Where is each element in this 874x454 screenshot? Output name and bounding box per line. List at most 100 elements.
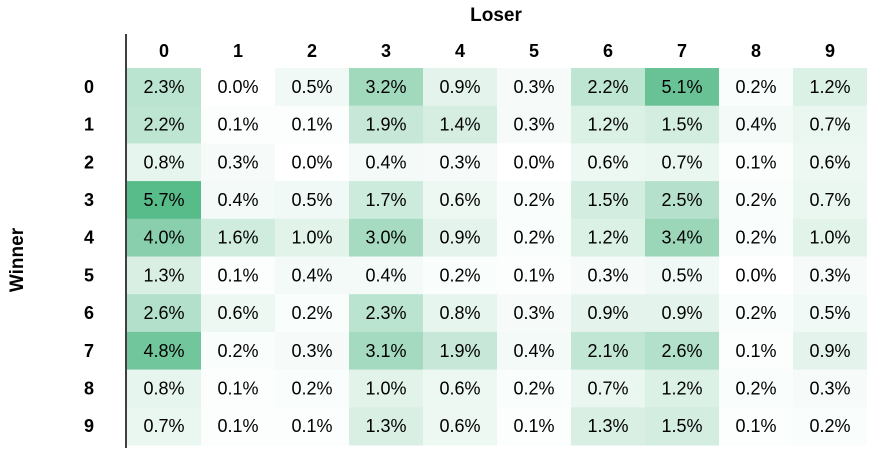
cell-value-label: 1.9% <box>365 115 406 135</box>
cell-value-label: 0.0% <box>735 265 776 285</box>
x-tick-label: 5 <box>529 41 539 61</box>
cell-value-label: 0.4% <box>513 341 554 361</box>
heatmap-cell <box>719 407 793 446</box>
cell-value-label: 0.2% <box>735 228 776 248</box>
x-tick-label: 9 <box>825 41 835 61</box>
heatmap-cell <box>645 294 719 333</box>
heatmap-cell <box>275 181 349 220</box>
heatmap-cell <box>497 256 571 295</box>
cell-value-label: 0.3% <box>513 115 554 135</box>
heatmap-cell <box>719 105 793 144</box>
heatmap-cell <box>349 369 423 408</box>
heatmap-cell <box>645 369 719 408</box>
heatmap-cell <box>423 68 497 107</box>
cell-value-label: 3.4% <box>661 228 702 248</box>
heatmap-cell <box>571 218 645 257</box>
heatmap-cell <box>423 143 497 182</box>
cell-value-label: 0.2% <box>735 303 776 323</box>
heatmap-cell <box>349 181 423 220</box>
x-tick-label: 3 <box>381 41 391 61</box>
cell-value-label: 0.7% <box>661 152 702 172</box>
heatmap-cell <box>275 294 349 333</box>
cell-value-label: 2.6% <box>143 303 184 323</box>
cell-value-label: 0.3% <box>217 152 258 172</box>
cell-value-label: 0.5% <box>291 190 332 210</box>
y-tick-labels: 0 1 2 3 4 5 6 7 8 9 <box>84 77 94 436</box>
cell-value-label: 0.2% <box>291 303 332 323</box>
cell-value-label: 1.2% <box>661 378 702 398</box>
y-tick-label: 2 <box>84 152 94 172</box>
heatmap-cell <box>349 407 423 446</box>
heatmap-cell <box>201 218 275 257</box>
cell-value-label: 0.9% <box>661 303 702 323</box>
y-tick-label: 7 <box>84 341 94 361</box>
cell-value-label: 1.5% <box>587 190 628 210</box>
heatmap-cell <box>349 68 423 107</box>
heatmap-cell <box>497 105 571 144</box>
cell-value-label: 2.3% <box>143 77 184 97</box>
x-tick-label: 8 <box>751 41 761 61</box>
heatmap-cell <box>497 407 571 446</box>
heatmap-cell <box>793 105 867 144</box>
x-tick-label: 7 <box>677 41 687 61</box>
heatmap-cell <box>719 294 793 333</box>
heatmap-cells: 2.3% 0.0% 0.5% 3.2% 0.9% 0.3% 2.2% 5.1% 0.2% 1.2%… <box>127 68 867 446</box>
cell-value-label: 0.5% <box>661 265 702 285</box>
cell-value-label: 2.2% <box>143 115 184 135</box>
cell-value-label: 0.2% <box>291 378 332 398</box>
cell-value-label: 1.3% <box>143 265 184 285</box>
heatmap-cell <box>793 331 867 371</box>
cell-value-label: 0.3% <box>587 265 628 285</box>
cell-value-label: 0.2% <box>513 378 554 398</box>
heatmap-cell <box>275 105 349 144</box>
cell-value-label: 0.8% <box>143 378 184 398</box>
heatmap-cell <box>423 105 497 144</box>
heatmap-cell <box>571 143 645 182</box>
cell-value-label: 0.2% <box>217 341 258 361</box>
cell-value-label: 1.5% <box>661 416 702 436</box>
cell-value-label: 0.0% <box>513 152 554 172</box>
cell-value-label: 0.5% <box>809 303 850 323</box>
heatmap-cell <box>645 143 719 182</box>
cell-value-label: 0.1% <box>735 152 776 172</box>
cell-value-label: 0.7% <box>809 115 850 135</box>
cell-value-label: 0.9% <box>439 77 480 97</box>
y-tick-label: 1 <box>84 115 94 135</box>
cell-value-label: 0.3% <box>809 265 850 285</box>
cell-value-label: 1.4% <box>439 115 480 135</box>
heatmap-cell <box>275 256 349 295</box>
x-tick-label: 6 <box>603 41 613 61</box>
cell-value-label: 0.7% <box>587 378 628 398</box>
cell-value-label: 1.2% <box>587 115 628 135</box>
x-tick-label: 0 <box>159 41 169 61</box>
heatmap-cell <box>275 143 349 182</box>
cell-value-label: 0.0% <box>217 77 258 97</box>
x-tick-label: 1 <box>233 41 243 61</box>
cell-value-label: 1.3% <box>587 416 628 436</box>
cell-value-label: 0.6% <box>809 152 850 172</box>
heatmap-cell <box>645 331 719 371</box>
cell-value-label: 1.0% <box>809 228 850 248</box>
cell-value-label: 0.4% <box>365 265 406 285</box>
heatmap-cell <box>497 68 571 107</box>
cell-value-label: 1.3% <box>365 416 406 436</box>
cell-value-label: 3.2% <box>365 77 406 97</box>
cell-value-label: 0.6% <box>217 303 258 323</box>
cell-value-label: 0.1% <box>291 115 332 135</box>
heatmap-cell <box>201 68 275 107</box>
cell-value-label: 0.3% <box>439 152 480 172</box>
heatmap-cell <box>201 294 275 333</box>
heatmap-cell <box>645 407 719 446</box>
heatmap-cell <box>497 331 571 371</box>
heatmap-cell <box>349 294 423 333</box>
heatmap-cell <box>793 218 867 257</box>
cell-value-label: 0.6% <box>439 378 480 398</box>
heatmap-cell <box>423 331 497 371</box>
cell-value-label: 0.1% <box>217 115 258 135</box>
cell-value-label: 0.4% <box>735 115 776 135</box>
cell-value-label: 0.7% <box>809 190 850 210</box>
y-tick-label: 3 <box>84 190 94 210</box>
cell-value-label: 0.7% <box>143 416 184 436</box>
cell-value-label: 1.9% <box>439 341 480 361</box>
heatmap-cell <box>275 68 349 107</box>
